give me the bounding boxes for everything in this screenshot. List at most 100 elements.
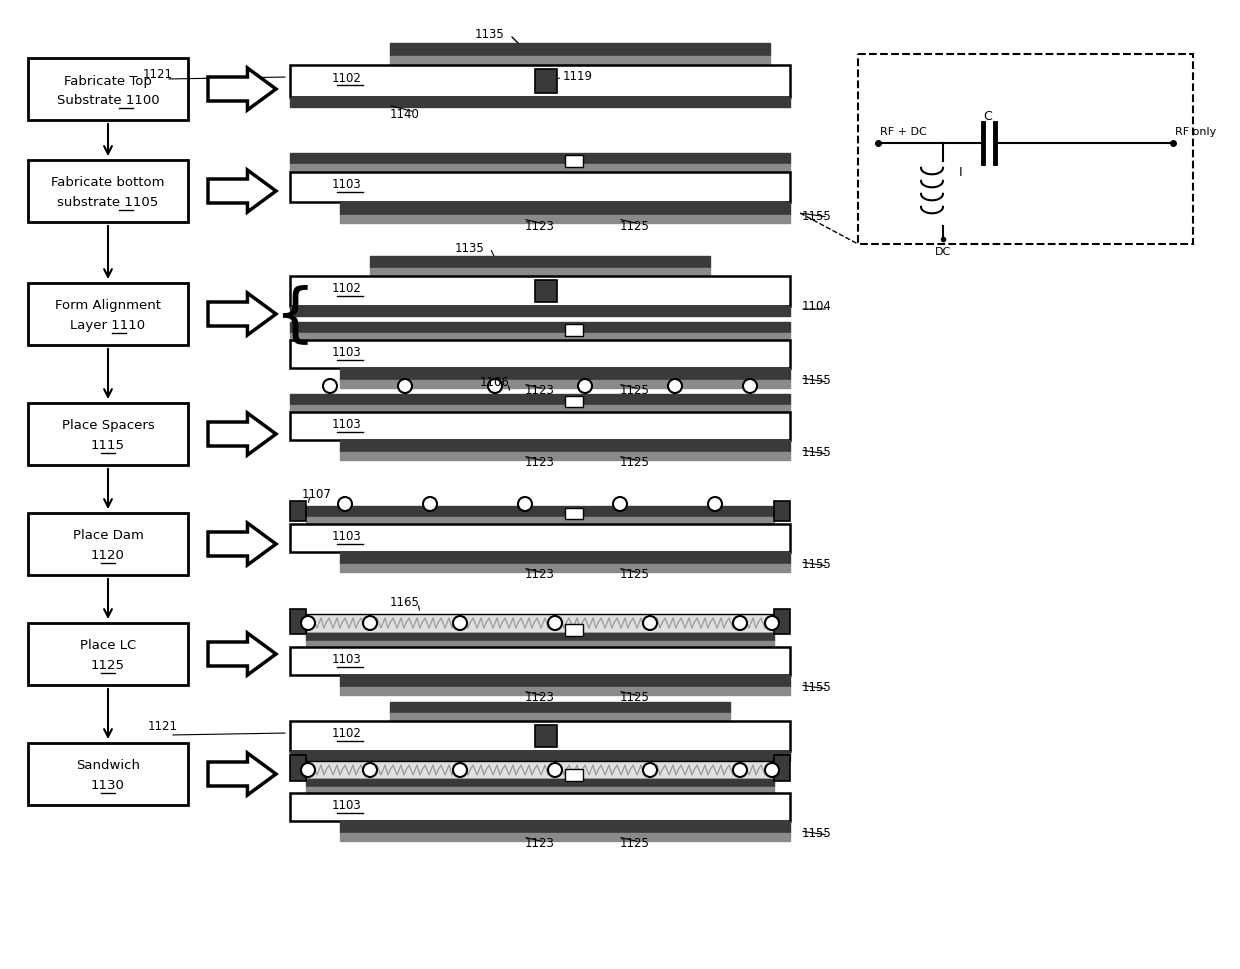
Text: 1106: 1106: [480, 376, 510, 390]
Text: 1102: 1102: [332, 282, 362, 296]
Text: Place Spacers: Place Spacers: [62, 419, 154, 432]
Circle shape: [765, 764, 779, 777]
Text: Place Dam: Place Dam: [73, 529, 144, 542]
Bar: [565, 624, 583, 637]
Bar: [565, 156, 583, 168]
Text: 1107: 1107: [303, 488, 332, 501]
Circle shape: [453, 616, 467, 631]
Bar: [340, 203, 790, 216]
Text: 1121: 1121: [143, 68, 174, 80]
Circle shape: [363, 764, 377, 777]
Bar: [340, 381, 790, 389]
Bar: [306, 614, 774, 634]
Bar: [340, 833, 790, 841]
Circle shape: [398, 380, 412, 393]
Bar: [370, 257, 711, 268]
Bar: [340, 216, 790, 224]
Text: 1125: 1125: [620, 691, 650, 703]
Text: Sandwich: Sandwich: [76, 759, 140, 771]
Bar: [290, 794, 790, 821]
Text: 1123: 1123: [525, 691, 554, 703]
Bar: [340, 564, 790, 573]
Text: 1103: 1103: [332, 178, 362, 191]
Circle shape: [644, 616, 657, 631]
Text: 1135: 1135: [455, 241, 485, 254]
Circle shape: [765, 616, 779, 631]
Bar: [391, 713, 730, 720]
Text: 1123: 1123: [525, 836, 554, 850]
Polygon shape: [208, 523, 277, 566]
Bar: [290, 394, 790, 406]
Text: 1103: 1103: [332, 418, 362, 431]
Text: Substrate 1100: Substrate 1100: [57, 94, 159, 108]
Text: 1155: 1155: [802, 446, 832, 459]
Text: 1103: 1103: [332, 653, 362, 666]
Circle shape: [453, 764, 467, 777]
Bar: [340, 687, 790, 696]
Bar: [290, 333, 790, 341]
Circle shape: [578, 380, 591, 393]
Bar: [565, 396, 583, 408]
Text: 1115: 1115: [91, 439, 125, 452]
Bar: [290, 306, 790, 317]
Text: {: {: [274, 284, 315, 346]
Text: 1135: 1135: [475, 28, 505, 42]
Bar: [290, 341, 790, 368]
Polygon shape: [208, 634, 277, 675]
Text: 1165: 1165: [391, 596, 420, 609]
Bar: [391, 44, 770, 57]
Bar: [774, 502, 790, 521]
Circle shape: [489, 380, 502, 393]
Text: 1123: 1123: [525, 384, 554, 397]
Text: 1125: 1125: [620, 836, 650, 850]
Bar: [306, 779, 774, 787]
Bar: [290, 755, 306, 781]
Bar: [340, 368, 790, 381]
Bar: [340, 552, 790, 564]
Bar: [534, 70, 557, 94]
Polygon shape: [208, 294, 277, 335]
Bar: [306, 787, 774, 794]
Text: 1130: 1130: [91, 779, 125, 792]
Bar: [290, 154, 790, 165]
Text: 1155: 1155: [802, 827, 832, 839]
Bar: [340, 441, 790, 453]
Bar: [565, 325, 583, 336]
Bar: [306, 507, 774, 517]
Bar: [290, 751, 790, 762]
Bar: [29, 284, 188, 346]
Text: 1123: 1123: [525, 568, 554, 580]
Circle shape: [708, 497, 722, 512]
Circle shape: [733, 616, 746, 631]
Text: 1140: 1140: [391, 108, 420, 120]
Text: C: C: [983, 109, 992, 123]
Text: 1123: 1123: [525, 456, 554, 469]
Bar: [29, 161, 188, 223]
Circle shape: [363, 616, 377, 631]
Polygon shape: [208, 753, 277, 796]
Bar: [340, 675, 790, 687]
Text: 1155: 1155: [802, 374, 832, 387]
Bar: [290, 66, 790, 98]
Text: RF only: RF only: [1176, 127, 1216, 138]
Polygon shape: [208, 69, 277, 110]
Polygon shape: [208, 414, 277, 455]
Circle shape: [743, 380, 756, 393]
Text: RF + DC: RF + DC: [880, 127, 926, 138]
Bar: [290, 610, 306, 635]
Bar: [774, 755, 790, 781]
Circle shape: [339, 497, 352, 512]
Text: 1125: 1125: [620, 568, 650, 580]
Text: 1103: 1103: [332, 530, 362, 543]
Text: I: I: [959, 166, 962, 178]
Text: Place LC: Place LC: [79, 639, 136, 652]
Bar: [290, 413, 790, 441]
Text: Form Alignment: Form Alignment: [55, 299, 161, 312]
Text: 1155: 1155: [802, 558, 832, 571]
Bar: [774, 610, 790, 635]
Circle shape: [301, 616, 315, 631]
Text: DC: DC: [935, 247, 951, 257]
Bar: [391, 57, 770, 65]
Text: 1125: 1125: [91, 659, 125, 672]
Text: 1125: 1125: [620, 456, 650, 469]
